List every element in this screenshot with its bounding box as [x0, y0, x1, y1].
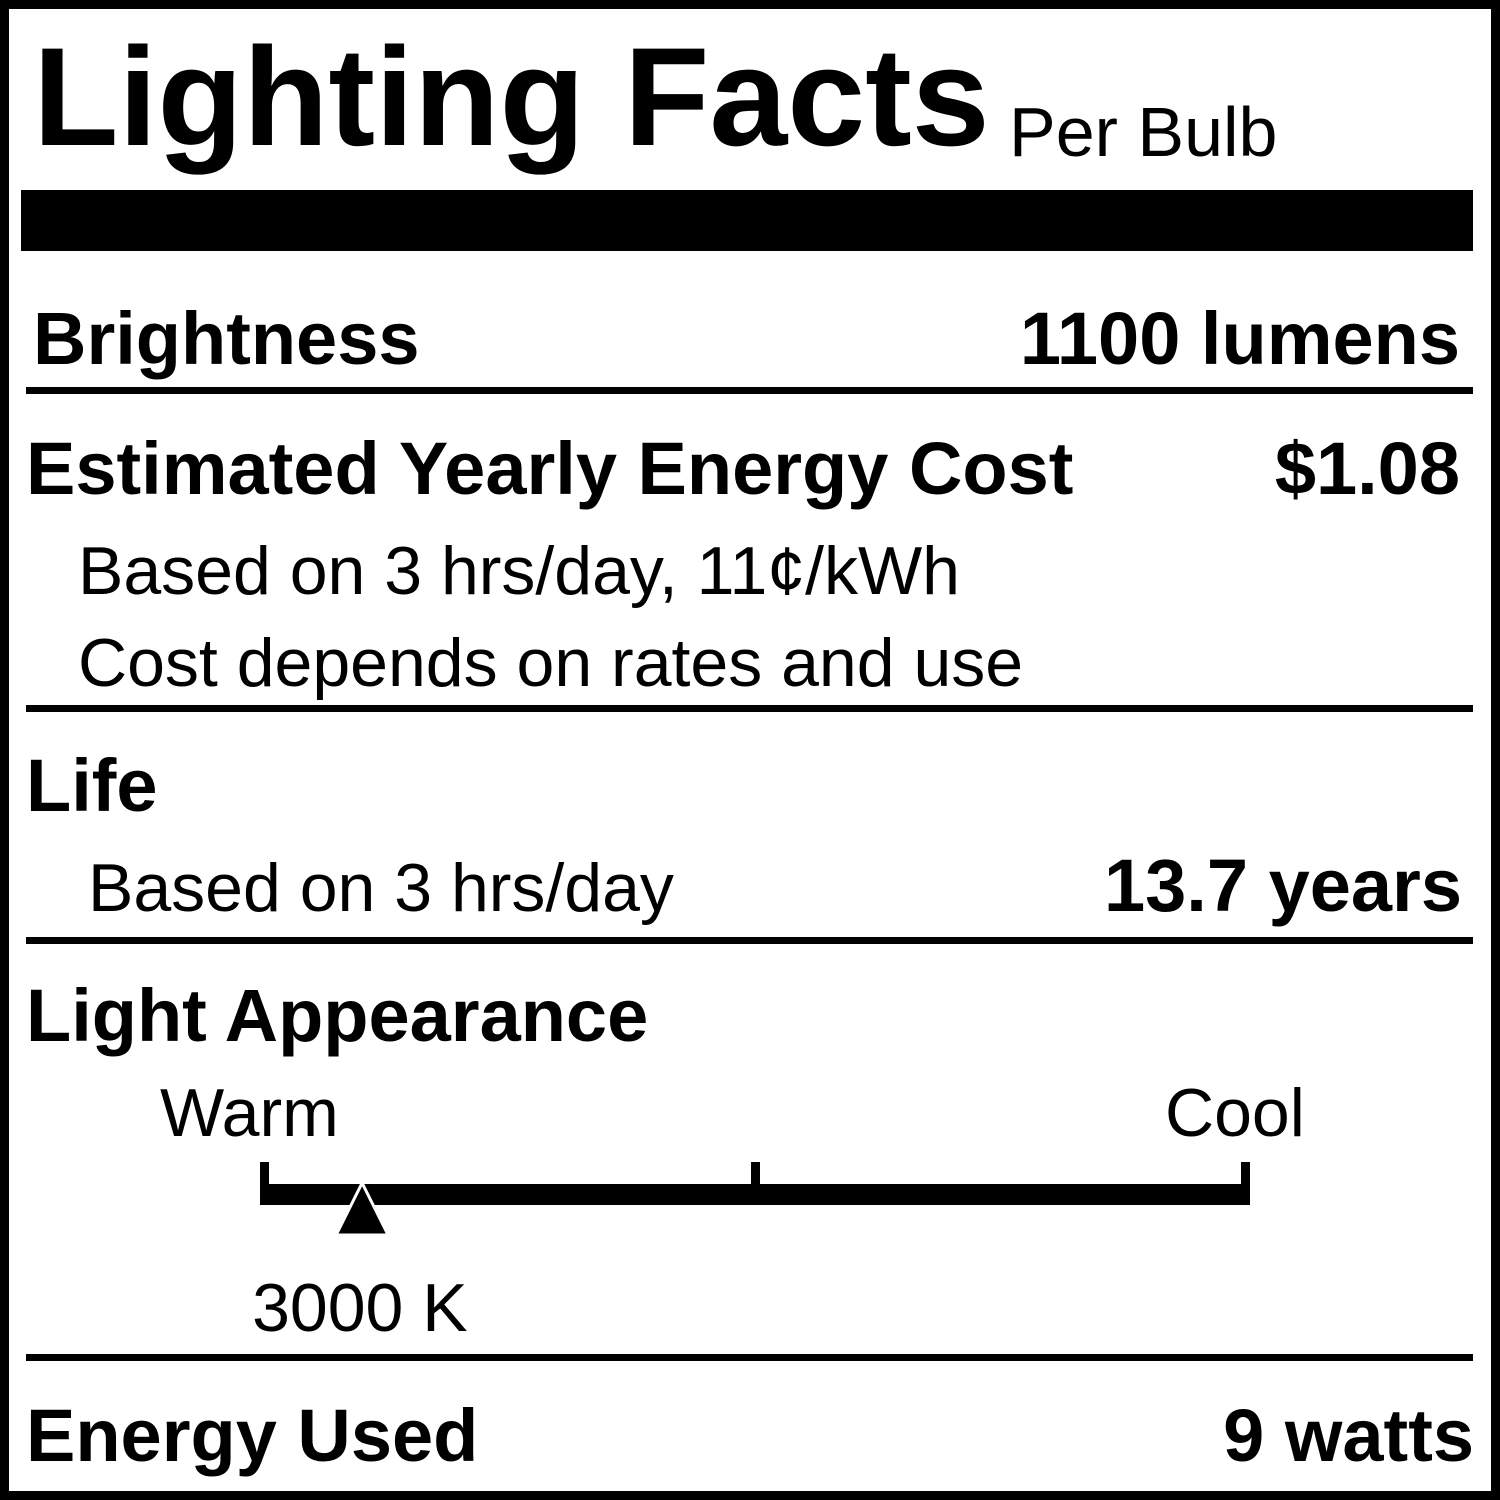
energy-cost-note: Cost depends on rates and use	[78, 625, 1024, 701]
scale-tick-right	[1241, 1162, 1250, 1205]
energy-cost-label: Estimated Yearly Energy Cost	[26, 427, 1074, 510]
label-title: Lighting Facts	[33, 18, 990, 175]
divider	[26, 387, 1473, 394]
warm-label: Warm	[160, 1075, 339, 1151]
scale-tick-left	[260, 1162, 269, 1205]
color-temperature-scale	[260, 1162, 1250, 1237]
header-bar	[21, 190, 1473, 251]
energy-used-label: Energy Used	[26, 1394, 479, 1477]
life-basis: Based on 3 hrs/day	[88, 850, 674, 926]
life-label: Life	[26, 744, 158, 827]
energy-used-value: 9 watts	[1223, 1394, 1474, 1477]
light-appearance-label: Light Appearance	[26, 974, 649, 1057]
scale-tick-middle	[751, 1162, 760, 1184]
energy-cost-basis: Based on 3 hrs/day, 11¢/kWh	[78, 533, 960, 609]
cool-label: Cool	[1165, 1075, 1305, 1151]
energy-cost-value: $1.08	[1274, 427, 1460, 510]
brightness-value: 1100 lumens	[1019, 297, 1460, 380]
color-temperature-value: 3000 K	[252, 1270, 468, 1346]
label-subtitle: Per Bulb	[1009, 93, 1278, 171]
divider	[26, 1354, 1473, 1361]
life-value: 13.7 years	[1103, 844, 1462, 927]
scale-bar	[260, 1184, 1250, 1205]
temperature-marker-icon	[333, 1179, 391, 1237]
divider	[26, 705, 1473, 712]
divider	[26, 937, 1473, 944]
brightness-label: Brightness	[33, 297, 420, 380]
